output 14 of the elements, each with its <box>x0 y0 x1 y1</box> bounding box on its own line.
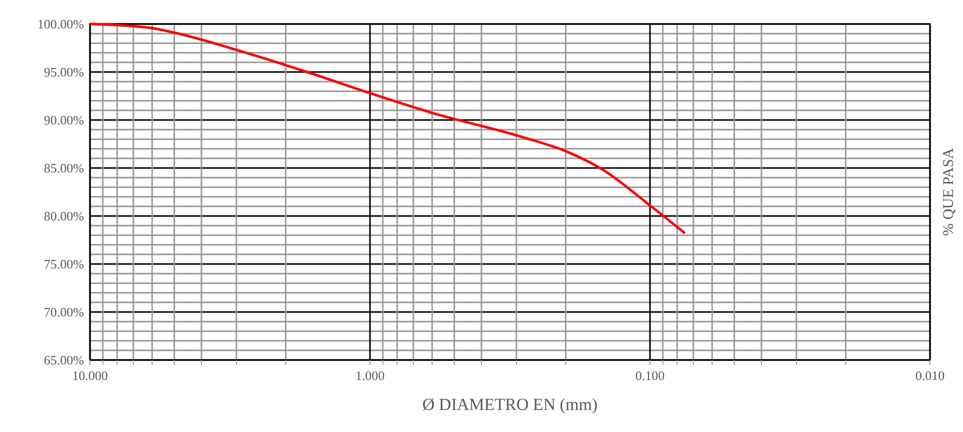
y-tick-label: 65.00% <box>44 352 84 368</box>
y-tick-label: 70.00% <box>44 304 84 320</box>
x-tick-label: 0.010 <box>915 368 945 383</box>
y-tick-label: 95.00% <box>44 64 84 80</box>
y-tick-label: 80.00% <box>44 208 84 224</box>
x-tick-label: 1.000 <box>355 368 385 383</box>
y-axis-title: % QUE PASA <box>941 148 957 236</box>
x-tick-label: 0.100 <box>635 368 665 383</box>
y-tick-label: 85.00% <box>44 160 84 176</box>
x-tick-label: 10.000 <box>72 368 108 383</box>
y-tick-label: 75.00% <box>44 256 84 272</box>
x-axis-title: Ø DIAMETRO EN (mm) <box>422 395 598 414</box>
y-tick-label: 100.00% <box>37 16 84 32</box>
y-tick-label: 90.00% <box>44 112 84 128</box>
